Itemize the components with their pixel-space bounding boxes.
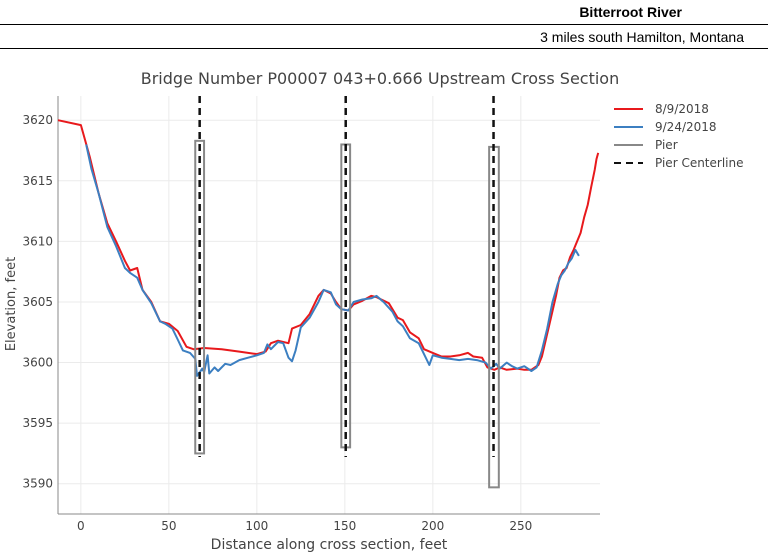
x-tick-label: 150 — [333, 519, 356, 533]
location-text: 3 miles south Hamilton, Montana — [540, 29, 744, 45]
river-name: Bitterroot River — [579, 4, 682, 20]
legend-label-4: Pier Centerline — [655, 156, 743, 170]
y-tick-label: 3610 — [22, 234, 53, 248]
chart-title: Bridge Number P00007 043+0.666 Upstream … — [141, 69, 619, 88]
legend-label-1: 8/9/2018 — [655, 102, 709, 116]
x-tick-label: 250 — [509, 519, 532, 533]
series-line-1 — [57, 119, 600, 371]
plot-area — [57, 96, 600, 489]
x-axis-label: Distance along cross section, feet — [211, 537, 448, 552]
cross-section-chart: Bridge Number P00007 043+0.666 Upstream … — [4, 69, 743, 552]
y-tick-label: 3605 — [22, 295, 53, 309]
y-tick-label: 3590 — [22, 477, 53, 491]
legend-label-3: Pier — [655, 138, 678, 152]
header-row-river: Bitterroot River — [0, 0, 768, 25]
y-axis-label: Elevation, feet — [4, 257, 19, 351]
axes: 0 50 100 150 200 250 3590 3595 3600 3605 3610 3615 3… — [22, 96, 600, 533]
header-row-location: 3 miles south Hamilton, Montana — [0, 24, 768, 49]
y-tick-label: 3595 — [22, 416, 53, 430]
x-tick-label: 100 — [245, 519, 268, 533]
series-line-2 — [85, 144, 580, 377]
legend: 8/9/2018 9/24/2018 Pier Pier Centerline — [614, 102, 743, 170]
y-tick-label: 3620 — [22, 113, 53, 127]
x-tick-label: 50 — [161, 519, 176, 533]
x-tick-label: 200 — [421, 519, 444, 533]
legend-label-2: 9/24/2018 — [655, 120, 717, 134]
y-tick-label: 3600 — [22, 356, 53, 370]
pier-1 — [194, 139, 206, 455]
y-tick-label: 3615 — [22, 174, 53, 188]
grid — [58, 96, 600, 514]
x-tick-label: 0 — [77, 519, 85, 533]
